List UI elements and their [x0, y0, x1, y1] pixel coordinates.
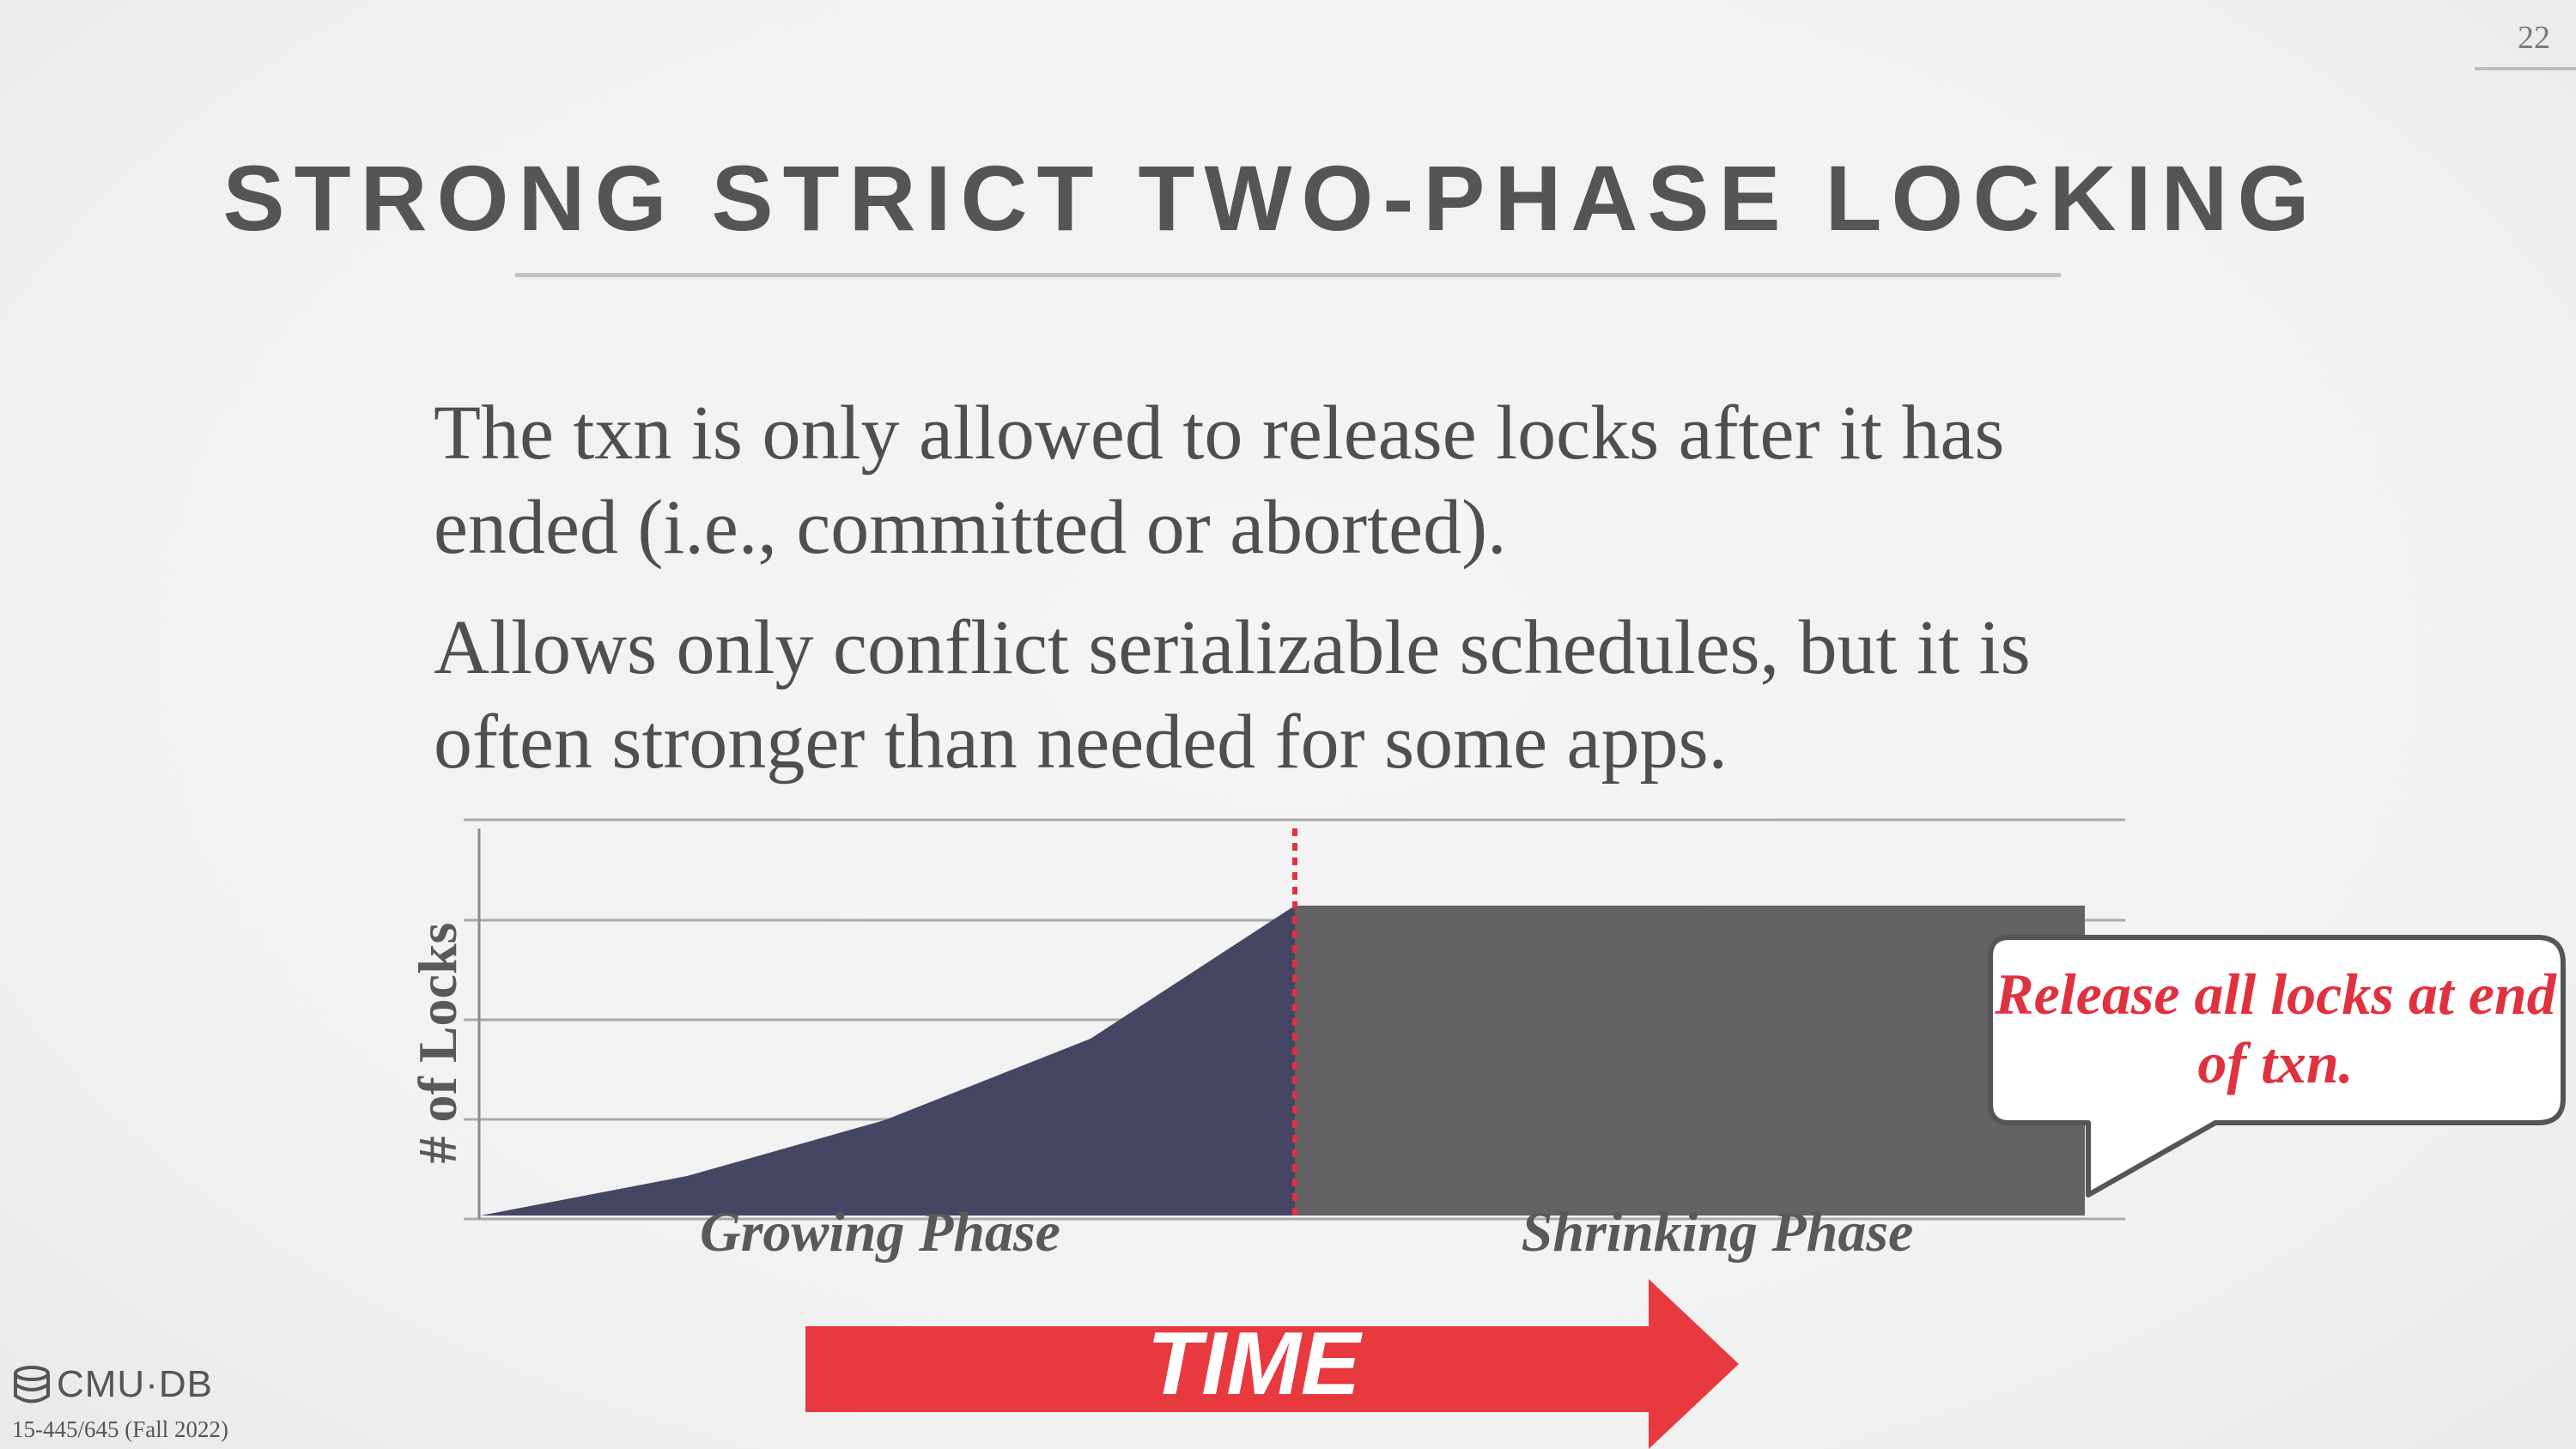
y-axis-label-text: # of Locks — [407, 922, 468, 1164]
cmu-db-logo: CMU·DB — [12, 1363, 213, 1406]
paragraph-release-rule: The txn is only allowed to release locks… — [434, 391, 2005, 570]
page-number: 22 — [2518, 20, 2550, 56]
course-label: 15-445/645 (Fall 2022) — [12, 1416, 228, 1442]
title-divider — [515, 273, 2061, 277]
time-arrow — [805, 1279, 1739, 1449]
shrinking-phase-label: Shrinking Phase — [1521, 1201, 1914, 1264]
shrinking-phase-area — [1295, 906, 2085, 1216]
growing-phase-area — [481, 906, 1295, 1216]
time-label: TIME — [1146, 1314, 1361, 1414]
logo-text: CMU·DB — [57, 1363, 213, 1405]
paragraph-serializable: Allows only conflict serializable schedu… — [434, 605, 2031, 785]
slide-title: STRONG STRICT TWO-PHASE LOCKING — [222, 146, 2319, 250]
growing-phase-label: Growing Phase — [700, 1201, 1060, 1264]
page-number-rule — [2475, 67, 2576, 70]
callout-text: Release all locks at end of txn. — [1995, 961, 2556, 1095]
callout-bubble — [1988, 935, 2566, 1197]
database-icon — [14, 1366, 50, 1404]
